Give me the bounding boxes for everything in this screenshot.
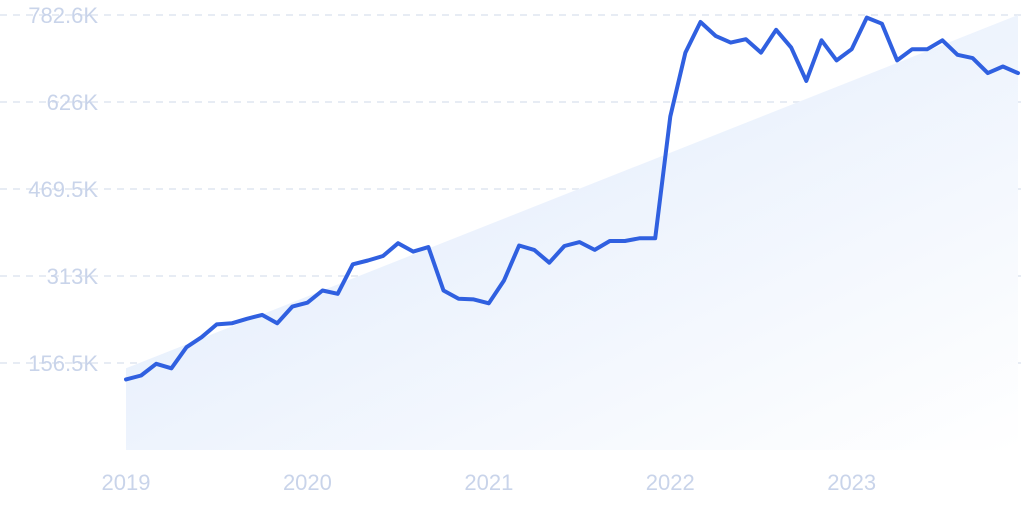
x-tick-label: 2021 — [464, 470, 513, 495]
y-tick-label: 626K — [47, 90, 99, 115]
y-tick-label: 782.6K — [28, 3, 98, 28]
y-tick-label: 313K — [47, 264, 99, 289]
y-tick-label: 156.5K — [28, 351, 98, 376]
x-tick-label: 2020 — [283, 470, 332, 495]
x-tick-label: 2023 — [827, 470, 876, 495]
x-axis-ticks: 2019 2020 2021 2022 2023 — [102, 470, 877, 495]
x-tick-label: 2022 — [646, 470, 695, 495]
y-axis-ticks: 156.5K 313K 469.5K 626K 782.6K — [28, 3, 98, 376]
y-tick-label: 469.5K — [28, 177, 98, 202]
trend-area — [126, 15, 1018, 450]
x-tick-label: 2019 — [102, 470, 151, 495]
series-line — [124, 15, 1020, 382]
